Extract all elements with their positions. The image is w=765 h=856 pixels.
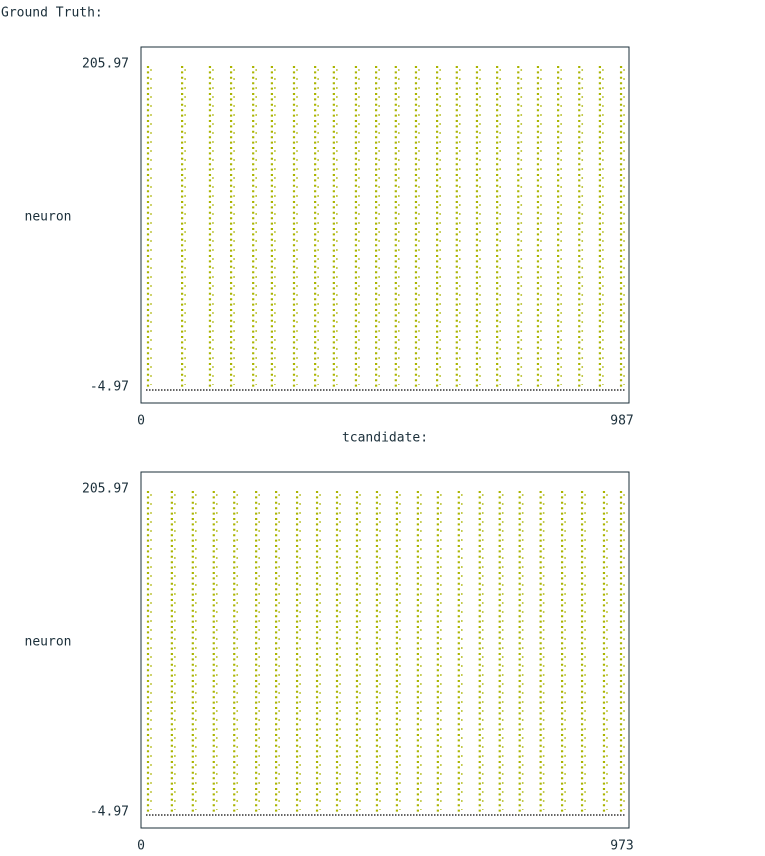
heading: Ground Truth: bbox=[1, 6, 103, 21]
x-tick-label: 987 bbox=[610, 414, 633, 429]
plot-frame bbox=[140, 46, 630, 404]
x-tick-label: 0 bbox=[137, 414, 145, 429]
y-tick-label: -4.97 bbox=[90, 805, 129, 820]
y-tick-label: 205.97 bbox=[82, 57, 129, 72]
plot-frame bbox=[140, 471, 630, 829]
y-tick-label: -4.97 bbox=[90, 380, 129, 395]
x-axis-label: tcandidate: bbox=[342, 431, 428, 446]
y-axis-label: neuron bbox=[25, 210, 72, 225]
y-axis-label: neuron bbox=[25, 635, 72, 650]
x-tick-label: 973 bbox=[610, 839, 633, 853]
x-tick-label: 0 bbox=[137, 839, 145, 853]
y-tick-label: 205.97 bbox=[82, 482, 129, 497]
